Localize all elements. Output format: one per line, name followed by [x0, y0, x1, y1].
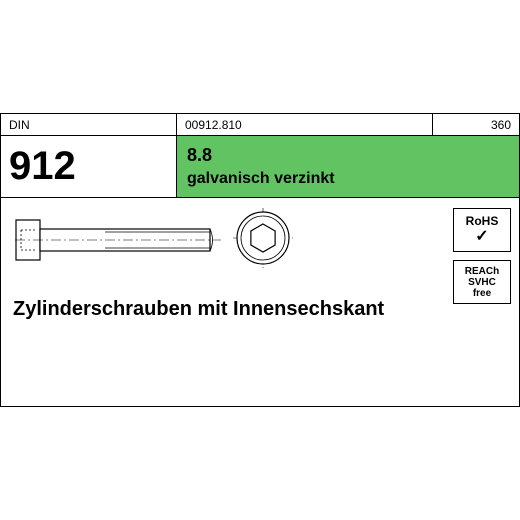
reach-line2: SVHC: [468, 277, 496, 288]
screw-side-view-icon: [15, 216, 225, 272]
check-icon: ✓: [475, 228, 488, 246]
grade: 8.8: [187, 145, 509, 166]
spec-green-box: 8.8 galvanisch verzinkt: [177, 136, 519, 198]
part-number-cell: 00912.810: [177, 114, 433, 135]
standard-org: DIN: [9, 118, 30, 132]
reach-line3: free: [473, 288, 491, 299]
reach-badge: REACh SVHC free: [453, 260, 511, 304]
finish: galvanisch verzinkt: [187, 170, 509, 188]
standard-number: 912: [9, 144, 76, 189]
product-label-card: DIN 00912.810 360 912 8.8 galvanisch ver…: [0, 113, 520, 407]
reach-line1: REACh: [465, 266, 499, 277]
standard-org-cell: DIN: [1, 114, 177, 135]
rohs-badge: RoHS ✓: [453, 208, 511, 252]
code-right: 360: [491, 118, 511, 132]
part-number: 00912.810: [185, 118, 242, 132]
content-area: Zylinderschrauben mit Innensechskant RoH…: [1, 198, 519, 406]
header-row: DIN 00912.810 360: [1, 114, 519, 136]
code-right-cell: 360: [433, 114, 519, 135]
spec-row: 912 8.8 galvanisch verzinkt: [1, 136, 519, 198]
product-title: Zylinderschrauben mit Innensechskant: [13, 298, 384, 321]
standard-number-cell: 912: [1, 136, 177, 198]
rohs-label: RoHS: [466, 215, 499, 228]
hex-socket-front-view-icon: [233, 208, 293, 268]
